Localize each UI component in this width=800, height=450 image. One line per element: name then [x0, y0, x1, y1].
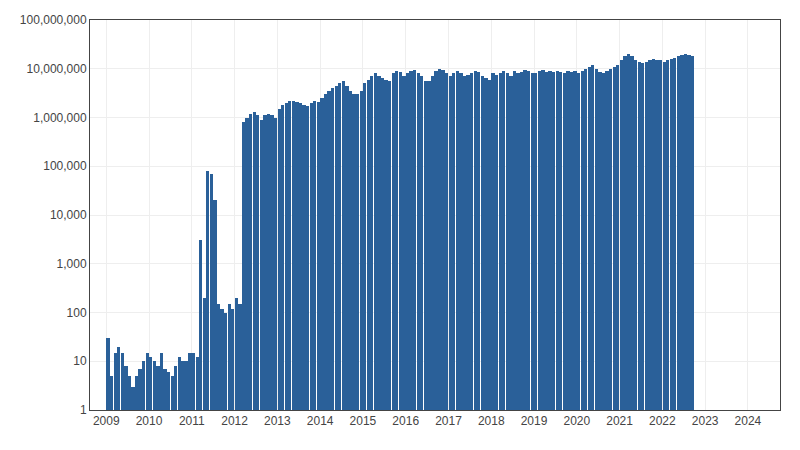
- svg-text:2022: 2022: [649, 414, 676, 428]
- svg-text:10,000: 10,000: [50, 208, 87, 222]
- svg-text:2010: 2010: [136, 414, 163, 428]
- svg-text:2009: 2009: [93, 414, 120, 428]
- svg-text:10: 10: [73, 354, 87, 368]
- svg-text:100,000,000: 100,000,000: [20, 13, 87, 27]
- svg-text:2021: 2021: [606, 414, 633, 428]
- svg-text:2015: 2015: [350, 414, 377, 428]
- svg-text:1: 1: [80, 403, 87, 417]
- svg-text:2013: 2013: [264, 414, 291, 428]
- svg-text:1,000: 1,000: [57, 257, 87, 271]
- svg-text:100: 100: [67, 306, 87, 320]
- svg-text:10,000,000: 10,000,000: [27, 62, 87, 76]
- svg-text:2016: 2016: [392, 414, 419, 428]
- svg-text:2019: 2019: [521, 414, 548, 428]
- svg-text:2023: 2023: [692, 414, 719, 428]
- svg-text:2012: 2012: [221, 414, 248, 428]
- svg-text:2024: 2024: [735, 414, 762, 428]
- svg-text:2011: 2011: [179, 414, 205, 428]
- svg-text:2020: 2020: [563, 414, 590, 428]
- svg-text:2018: 2018: [478, 414, 505, 428]
- svg-text:2017: 2017: [435, 414, 462, 428]
- svg-text:1,000,000: 1,000,000: [33, 111, 87, 125]
- svg-text:2014: 2014: [307, 414, 334, 428]
- svg-text:100,000: 100,000: [43, 159, 87, 173]
